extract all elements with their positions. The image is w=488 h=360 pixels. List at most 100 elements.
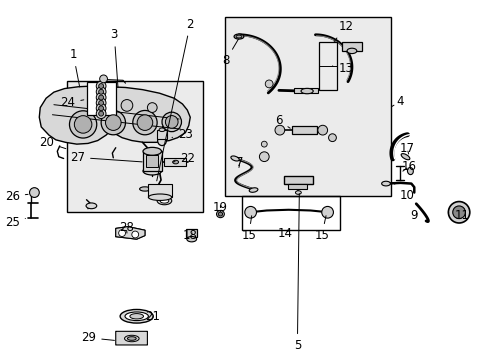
Ellipse shape	[295, 191, 301, 194]
Text: 20: 20	[39, 136, 66, 149]
Circle shape	[74, 116, 92, 133]
Bar	[293, 88, 317, 93]
Ellipse shape	[381, 181, 389, 186]
Ellipse shape	[400, 154, 409, 160]
Ellipse shape	[142, 147, 161, 155]
Bar	[287, 184, 306, 189]
Bar	[225, 17, 390, 196]
Circle shape	[99, 106, 103, 111]
Circle shape	[132, 231, 138, 238]
Circle shape	[93, 101, 104, 112]
Text: 8: 8	[222, 39, 238, 67]
Bar	[67, 81, 203, 212]
Ellipse shape	[159, 128, 164, 132]
Text: 15: 15	[314, 216, 328, 242]
Text: 7: 7	[236, 156, 244, 168]
Bar	[146, 155, 158, 167]
Ellipse shape	[86, 203, 97, 209]
Circle shape	[99, 89, 103, 94]
Text: 9: 9	[409, 210, 417, 222]
Circle shape	[99, 84, 103, 89]
Circle shape	[137, 115, 152, 130]
Ellipse shape	[407, 167, 412, 175]
Circle shape	[165, 116, 178, 128]
Text: 28: 28	[119, 221, 134, 234]
Polygon shape	[39, 86, 190, 144]
Circle shape	[317, 125, 327, 135]
Circle shape	[99, 111, 103, 116]
Circle shape	[99, 95, 103, 100]
Circle shape	[452, 206, 465, 219]
Text: 29: 29	[81, 331, 114, 344]
Ellipse shape	[142, 167, 161, 175]
Text: 26: 26	[5, 190, 28, 203]
Circle shape	[244, 206, 256, 218]
Text: 17: 17	[399, 142, 414, 155]
Circle shape	[119, 230, 125, 237]
Bar	[186, 229, 197, 237]
Text: 5: 5	[293, 194, 301, 352]
Text: 24: 24	[60, 96, 83, 109]
Circle shape	[96, 109, 106, 118]
Circle shape	[321, 206, 333, 218]
Circle shape	[121, 100, 133, 111]
Text: 23: 23	[172, 128, 193, 141]
Text: 3: 3	[110, 28, 118, 87]
Ellipse shape	[148, 194, 171, 201]
Text: 14: 14	[277, 226, 292, 239]
Circle shape	[264, 80, 272, 88]
Ellipse shape	[216, 211, 224, 218]
Bar	[86, 82, 116, 116]
Circle shape	[96, 87, 106, 96]
Circle shape	[96, 103, 106, 113]
Circle shape	[100, 75, 107, 83]
Text: 25: 25	[5, 216, 25, 229]
Text: 6: 6	[275, 114, 289, 128]
Ellipse shape	[120, 310, 153, 323]
Bar	[164, 158, 186, 166]
Polygon shape	[116, 226, 144, 239]
Circle shape	[96, 93, 106, 102]
Circle shape	[29, 188, 39, 197]
Circle shape	[162, 112, 181, 132]
Ellipse shape	[160, 198, 168, 203]
FancyBboxPatch shape	[116, 331, 147, 345]
Circle shape	[259, 152, 268, 162]
Circle shape	[69, 111, 97, 138]
Ellipse shape	[301, 88, 313, 94]
Circle shape	[261, 141, 266, 147]
Circle shape	[105, 115, 121, 130]
Circle shape	[147, 103, 157, 112]
Ellipse shape	[130, 314, 143, 319]
Text: 10: 10	[394, 184, 414, 202]
Text: 15: 15	[241, 216, 256, 242]
Circle shape	[274, 125, 284, 135]
Circle shape	[133, 111, 157, 135]
Text: 22: 22	[172, 152, 195, 165]
Ellipse shape	[218, 212, 222, 216]
Bar	[242, 196, 339, 230]
Text: 12: 12	[333, 20, 353, 41]
Bar	[291, 126, 316, 134]
Circle shape	[99, 100, 103, 105]
Text: 19: 19	[212, 202, 227, 215]
Ellipse shape	[230, 156, 239, 161]
Ellipse shape	[346, 48, 356, 54]
Ellipse shape	[236, 35, 242, 38]
Text: 13: 13	[332, 62, 352, 75]
Circle shape	[96, 98, 106, 108]
Bar	[148, 184, 171, 197]
Bar	[157, 130, 166, 139]
Text: 27: 27	[70, 151, 142, 164]
Text: 4: 4	[391, 95, 404, 108]
Text: 18: 18	[183, 229, 197, 242]
Ellipse shape	[186, 237, 196, 242]
Ellipse shape	[172, 160, 178, 164]
Bar	[283, 176, 312, 184]
Circle shape	[101, 111, 125, 135]
Ellipse shape	[157, 135, 166, 145]
Bar	[318, 42, 337, 90]
Text: 11: 11	[447, 209, 468, 222]
Bar	[342, 42, 361, 51]
Text: 21: 21	[144, 310, 160, 324]
